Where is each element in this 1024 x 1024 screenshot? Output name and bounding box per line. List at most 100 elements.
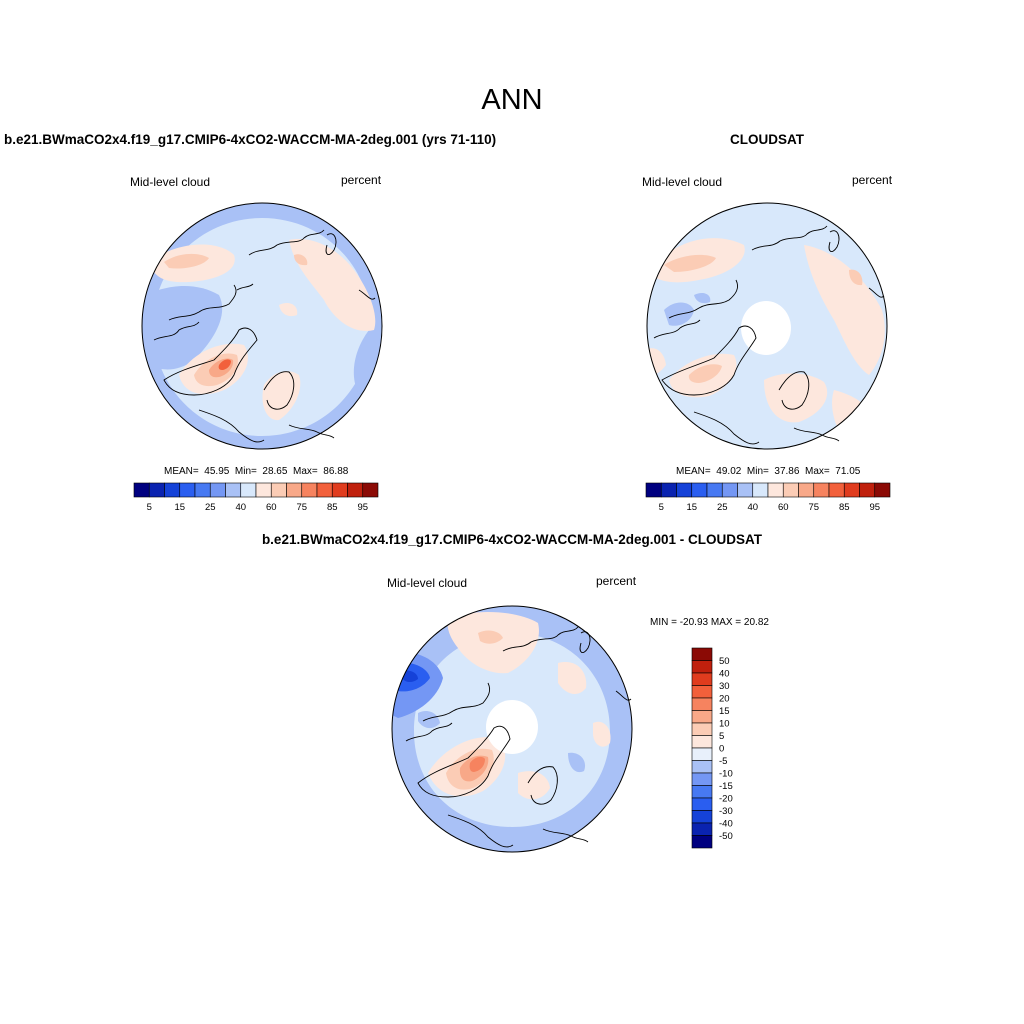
figure-title: ANN — [481, 84, 543, 116]
colorbar-tick-label: 85 — [839, 502, 850, 513]
southeast-blue-patch — [568, 752, 586, 773]
colorbar-box-12 — [828, 482, 845, 498]
colorbar-box-1 — [148, 482, 165, 498]
map-frame — [646, 202, 888, 450]
colorbar-tick-label: 5 — [659, 502, 664, 513]
colorbar-tick-label: 60 — [266, 502, 277, 513]
colorbar-tick-label: 15 — [686, 502, 697, 513]
colorbar-box-2 — [164, 482, 181, 498]
colorbar-box-1 — [660, 482, 677, 498]
colorbar-box-15 — [691, 835, 713, 849]
southeast-pink-region — [832, 390, 874, 440]
colorbar-tick-label: -20 — [719, 794, 733, 805]
colorbar-box-6 — [737, 482, 754, 498]
colorbar-tick-label: -40 — [719, 819, 733, 830]
colorbar-box-8 — [255, 482, 272, 498]
obs-stats: MEAN= 49.02 Min= 37.86 Max= 71.05 — [676, 466, 861, 477]
northeast-pink-region — [289, 239, 376, 331]
colorbar-tick-label: 15 — [174, 502, 185, 513]
colorbar-box-12 — [691, 797, 713, 811]
diff-minmax: MIN = -20.93 MAX = 20.82 — [650, 617, 769, 628]
northeast-orange-spot — [849, 269, 863, 286]
map-frame — [141, 202, 383, 450]
colorbar-tick-label: 95 — [869, 502, 880, 513]
colorbar-box-5 — [209, 482, 226, 498]
colorbar-box-12 — [316, 482, 333, 498]
southwest-blue-patch — [694, 292, 711, 304]
colorbar-box-4 — [194, 482, 211, 498]
colorbar-tick-label: 25 — [717, 502, 728, 513]
colorbar-tick-label: -30 — [719, 806, 733, 817]
obs-panel-title: CLOUDSAT — [730, 132, 804, 147]
colorbar-tick-label: 40 — [719, 669, 730, 680]
obs-colorbar: 5 15 25 40 60 75 85 95 — [645, 482, 891, 513]
colorbar-tick-label: 5 — [147, 502, 152, 513]
model-min-value: 28.65 — [262, 466, 288, 477]
colorbar-box-6 — [225, 482, 242, 498]
obs-max-value: 71.05 — [835, 466, 861, 477]
colorbar-tick-label: 40 — [747, 502, 758, 513]
map-frame — [391, 605, 633, 853]
colorbar-box-4 — [706, 482, 723, 498]
model-mean-value: 45.95 — [204, 466, 230, 477]
colorbar-box-0 — [691, 647, 713, 661]
obs-polar-map — [646, 202, 888, 450]
colorbar-tick-label: 40 — [235, 502, 246, 513]
colorbar-box-8 — [767, 482, 784, 498]
colorbar-box-10 — [691, 772, 713, 786]
diff-units-label: percent — [596, 574, 637, 588]
colorbar-box-0 — [133, 482, 150, 498]
colorbar-tick-label: 30 — [719, 681, 730, 692]
north-pink-core — [478, 630, 503, 644]
colorbar-tick-label: 95 — [357, 502, 368, 513]
colorbar-box-1 — [691, 660, 713, 674]
colorbar-tick-label: -15 — [719, 781, 733, 792]
colorbar-box-7 — [240, 482, 257, 498]
polar-data-gap — [486, 700, 538, 754]
colorbar-box-10 — [286, 482, 303, 498]
colorbar-box-13 — [843, 482, 860, 498]
colorbar-tick-label: 5 — [719, 731, 724, 742]
polar-data-gap — [741, 301, 791, 355]
southwest-blue-patch — [418, 711, 440, 729]
colorbar-box-8 — [691, 747, 713, 761]
colorbar-box-7 — [691, 735, 713, 749]
central-red-core — [469, 756, 485, 772]
obs-min-value: 37.86 — [774, 466, 800, 477]
colorbar-box-9 — [691, 760, 713, 774]
colorbar-tick-label: 0 — [719, 744, 724, 755]
diff-variable-label: Mid-level cloud — [387, 576, 468, 590]
east-pink-patch — [593, 721, 611, 747]
south-pink-patch — [518, 771, 550, 800]
model-stats: MEAN= 45.95 Min= 28.65 Max= 86.88 — [164, 466, 349, 477]
colorbar-box-3 — [179, 482, 196, 498]
colorbar-tick-label: 75 — [808, 502, 819, 513]
diff-polar-map — [391, 605, 633, 853]
colorbar-tick-label: 60 — [778, 502, 789, 513]
colorbar-box-7 — [752, 482, 769, 498]
colorbar-box-4 — [691, 697, 713, 711]
colorbar-box-3 — [691, 482, 708, 498]
colorbar-box-14 — [859, 482, 876, 498]
model-units-label: percent — [341, 173, 382, 187]
colorbar-box-6 — [691, 722, 713, 736]
model-colorbar: 5 15 25 40 60 75 85 95 — [133, 482, 379, 513]
model-max-value: 86.88 — [323, 466, 349, 477]
colorbar-tick-label: 20 — [719, 694, 730, 705]
colorbar-tick-label: 75 — [296, 502, 307, 513]
colorbar-tick-label: 50 — [719, 656, 730, 667]
colorbar-box-9 — [782, 482, 799, 498]
north-orange-core — [664, 254, 716, 272]
obs-variable-label: Mid-level cloud — [642, 175, 723, 189]
colorbar-tick-label: 85 — [327, 502, 338, 513]
obs-mean-value: 49.02 — [716, 466, 742, 477]
northeast-pink-region — [558, 662, 587, 695]
colorbar-tick-label: -5 — [719, 756, 727, 767]
colorbar-tick-label: 15 — [719, 706, 730, 717]
north-pink-core — [164, 253, 209, 269]
colorbar-box-14 — [347, 482, 364, 498]
mid-pink-patch — [279, 303, 298, 317]
west-blue-region — [142, 285, 223, 370]
colorbar-box-11 — [691, 785, 713, 799]
